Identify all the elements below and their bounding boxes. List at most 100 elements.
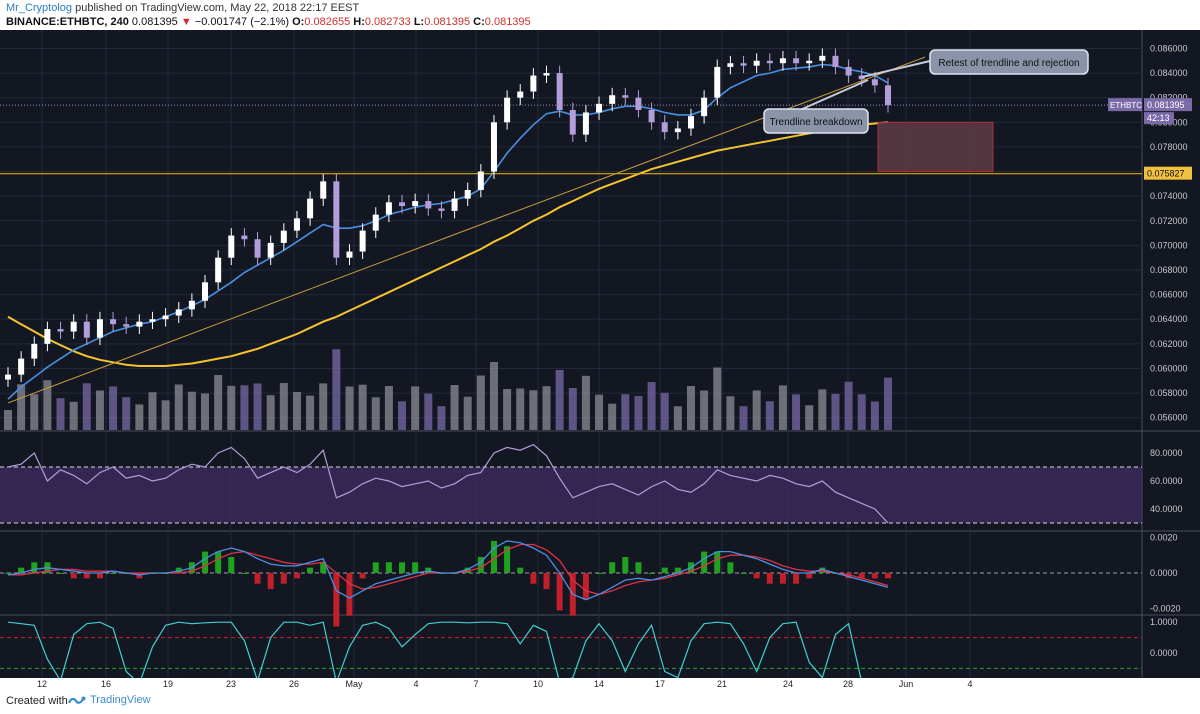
close-value: 0.081395 xyxy=(484,16,531,28)
volume-bar xyxy=(201,393,210,430)
macd-histogram-bar xyxy=(110,573,117,574)
volume-bar xyxy=(621,394,630,430)
price-tick-label: 0.078000 xyxy=(1150,142,1188,152)
low-value: 0.081395 xyxy=(424,16,471,28)
volume-bar xyxy=(358,384,367,430)
macd-histogram-bar xyxy=(806,573,813,579)
candle-body xyxy=(832,55,839,67)
macd-histogram-bar xyxy=(202,551,209,573)
close-label: C: xyxy=(473,16,485,28)
last-price-axis-label: 0.081395 xyxy=(1147,100,1185,110)
volume-bar xyxy=(884,377,892,430)
volume-bar xyxy=(489,362,498,430)
time-tick-label: 16 xyxy=(101,679,111,689)
macd-histogram-bar xyxy=(477,556,484,573)
candle-body xyxy=(661,122,668,133)
time-tick-label: 21 xyxy=(717,679,727,689)
trading-chart[interactable]: 0.0860000.0840000.0820000.0800000.078000… xyxy=(0,30,1200,690)
countdown-label: 42:13 xyxy=(1147,113,1170,123)
candle-body xyxy=(609,95,616,104)
macd-histogram-bar xyxy=(661,567,668,573)
symbol-label: BINANCE:ETHBTC, 240 xyxy=(6,16,129,28)
price-tick-label: 0.082000 xyxy=(1150,93,1188,103)
volume-bar xyxy=(279,383,288,430)
candle-body xyxy=(241,235,248,240)
macd-histogram-bar xyxy=(57,573,64,574)
candle-body xyxy=(175,309,182,316)
macd-histogram-bar xyxy=(280,573,287,584)
chart-background xyxy=(0,30,1200,690)
volume-bar xyxy=(529,390,538,430)
candle-body xyxy=(83,321,90,338)
candle-body xyxy=(280,230,287,243)
price-tick-label: 0.086000 xyxy=(1150,43,1188,53)
macd-histogram-bar xyxy=(425,567,432,573)
symbol-tag-box xyxy=(1108,98,1142,112)
macd-histogram-bar xyxy=(819,567,826,573)
candle-body xyxy=(687,116,694,129)
volume-bar xyxy=(174,384,183,430)
volume-bar xyxy=(30,394,39,430)
publish-info: Mr_Cryptolog published on TradingView.co… xyxy=(6,2,359,14)
volume-bar xyxy=(17,384,26,430)
volume-bar xyxy=(673,406,682,430)
macd-histogram-bar xyxy=(530,573,537,584)
macd-histogram-bar xyxy=(543,573,550,590)
macd-histogram-bar xyxy=(346,573,353,616)
volume-bar xyxy=(700,390,709,430)
volume-bar xyxy=(148,392,157,430)
volume-bar xyxy=(595,394,604,430)
candle-body xyxy=(871,79,878,86)
rsi-line xyxy=(7,443,889,524)
candle-body xyxy=(123,324,130,327)
published-text: published on TradingView.com, May 22, 20… xyxy=(75,2,360,14)
candle-body xyxy=(31,343,38,359)
volume-bar xyxy=(56,398,65,430)
volume-bar xyxy=(227,385,236,430)
macd-histogram-bar xyxy=(18,567,25,573)
candle-body xyxy=(464,190,471,199)
candle-body xyxy=(254,239,261,258)
macd-histogram-bar xyxy=(556,573,563,611)
volume-bar xyxy=(686,386,695,430)
created-with-text: Created with xyxy=(6,695,68,707)
volume-bar xyxy=(870,401,879,430)
time-tick-label: 26 xyxy=(289,679,299,689)
volume-bar xyxy=(306,395,315,430)
candle-body xyxy=(385,202,392,215)
volume-bar xyxy=(82,383,91,430)
high-label: H: xyxy=(353,16,365,28)
volume-bar xyxy=(371,397,380,430)
candle-body xyxy=(412,201,419,206)
candle-body xyxy=(793,58,800,64)
volume-bar xyxy=(516,388,525,430)
candle-body xyxy=(215,257,222,283)
candle-body xyxy=(136,321,143,327)
candle-body xyxy=(858,75,865,80)
macd-histogram-bar xyxy=(753,573,760,579)
candle-body xyxy=(346,251,353,258)
volume-bar xyxy=(95,390,104,430)
time-tick-label: 23 xyxy=(226,679,236,689)
macd-histogram-bar xyxy=(372,562,379,573)
macd-histogram-bar xyxy=(701,551,708,573)
time-tick-label: 12 xyxy=(37,679,47,689)
candle-body xyxy=(333,181,340,258)
volume-bar xyxy=(161,400,170,430)
candle-body xyxy=(530,75,537,92)
volume-bar xyxy=(384,386,393,430)
annotation-breakdown-label: Trendline breakdown xyxy=(769,117,862,128)
candle-body xyxy=(372,214,379,231)
candle-body xyxy=(57,329,64,332)
tradingview-brand[interactable]: TradingView xyxy=(68,694,151,706)
candle-body xyxy=(228,235,235,258)
macd-histogram-bar xyxy=(241,573,248,574)
macd-histogram-bar xyxy=(5,573,11,574)
volume-bar xyxy=(660,392,669,430)
annotation-retest-label: Retest of trendline and rejection xyxy=(938,58,1079,69)
author-link[interactable]: Mr_Cryptolog xyxy=(6,2,73,14)
macd-histogram-bar xyxy=(412,562,419,573)
volume-bar xyxy=(844,381,853,430)
macd-histogram-bar xyxy=(582,573,589,600)
tradingview-logo-icon xyxy=(68,696,86,704)
